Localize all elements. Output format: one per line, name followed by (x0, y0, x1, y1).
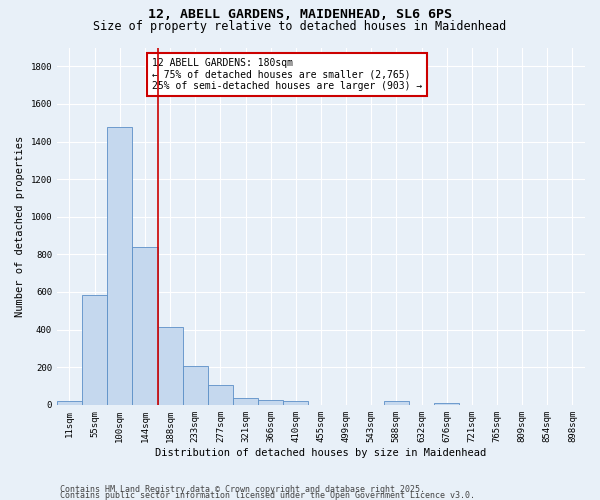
Bar (233, 398, 258, 405)
Bar (133, 247, 158, 405)
Bar (283, 402, 308, 405)
Text: 12 ABELL GARDENS: 180sqm
← 75% of detached houses are smaller (2,765)
25% of sem: 12 ABELL GARDENS: 180sqm ← 75% of detach… (152, 58, 422, 92)
Bar (107, 128, 133, 405)
Bar (57, 402, 82, 405)
Bar (258, 400, 283, 405)
Bar (208, 385, 233, 405)
Text: 12, ABELL GARDENS, MAIDENHEAD, SL6 6PS: 12, ABELL GARDENS, MAIDENHEAD, SL6 6PS (148, 8, 452, 20)
X-axis label: Distribution of detached houses by size in Maidenhead: Distribution of detached houses by size … (155, 448, 487, 458)
Bar (384, 402, 409, 405)
Text: Size of property relative to detached houses in Maidenhead: Size of property relative to detached ho… (94, 20, 506, 33)
Y-axis label: Number of detached properties: Number of detached properties (15, 136, 25, 317)
Bar (182, 366, 208, 405)
Text: Contains HM Land Registry data © Crown copyright and database right 2025.: Contains HM Land Registry data © Crown c… (60, 484, 425, 494)
Bar (434, 402, 459, 405)
Bar (158, 327, 182, 405)
Text: Contains public sector information licensed under the Open Government Licence v3: Contains public sector information licen… (60, 490, 475, 500)
Bar (82, 295, 107, 405)
